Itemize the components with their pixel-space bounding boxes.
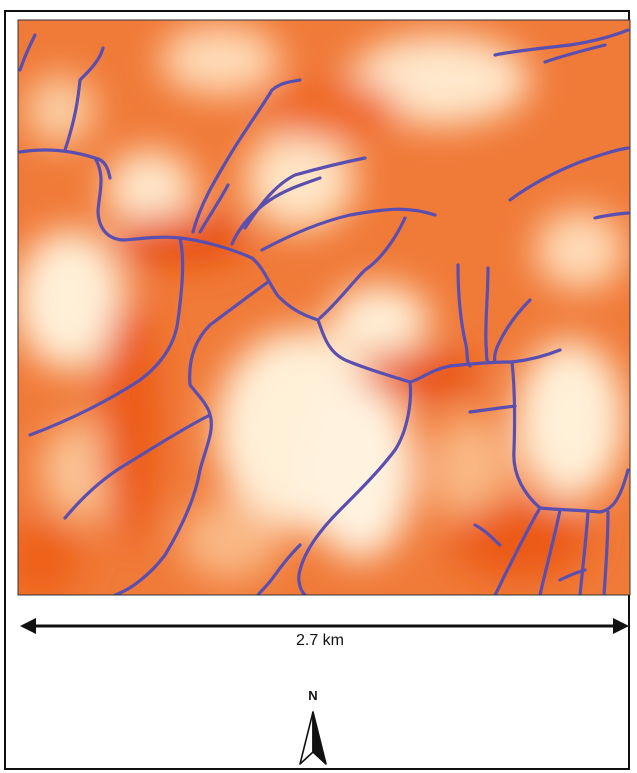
north-arrow-label: N [308,688,318,703]
stream-south-2 [256,543,302,595]
scale-bar [20,618,629,634]
stream-ne-4 [543,43,607,64]
scale-bar-label: 2.7 km [295,632,344,649]
stream-left-upper2 [93,156,112,180]
stream-east-7 [318,216,407,320]
scale-arrow-right-icon [613,618,629,634]
stream-east-6 [468,404,517,414]
north-arrow-icon [299,711,327,765]
stream-nw-corner [18,33,37,72]
terrain-raster [18,20,630,595]
stream-se-2 [538,508,562,595]
stream-north-4 [260,207,437,252]
stream-east-1 [456,263,472,368]
map-border [17,19,631,596]
stream-sw-diagonal [63,413,212,520]
stream-east-4 [510,348,562,364]
stream-east-5 [510,360,542,510]
stream-sw-trunk [28,236,185,437]
stream-north-3 [243,156,367,230]
stream-se-3 [578,510,590,595]
stream-south-1 [297,380,413,595]
stream-se-trunk [538,468,630,514]
stream-east-3 [493,298,532,364]
scale-arrow-left-icon [20,618,36,634]
stream-north-5 [198,183,230,234]
stream-se-6 [558,568,587,582]
stream-left-valley [18,148,182,242]
stream-east-2 [484,266,490,364]
stream-network [18,28,630,595]
stream-left-upper [63,46,105,152]
stream-main-trunk [178,236,514,384]
stream-ne-2 [593,211,630,220]
stream-north-2 [230,176,322,246]
stream-se-5 [473,523,502,547]
stream-se-4 [602,510,610,595]
stream-ne-3 [493,28,630,57]
stream-ne-1 [508,146,630,202]
stream-se-1 [493,506,542,595]
stream-north-1 [191,78,302,234]
